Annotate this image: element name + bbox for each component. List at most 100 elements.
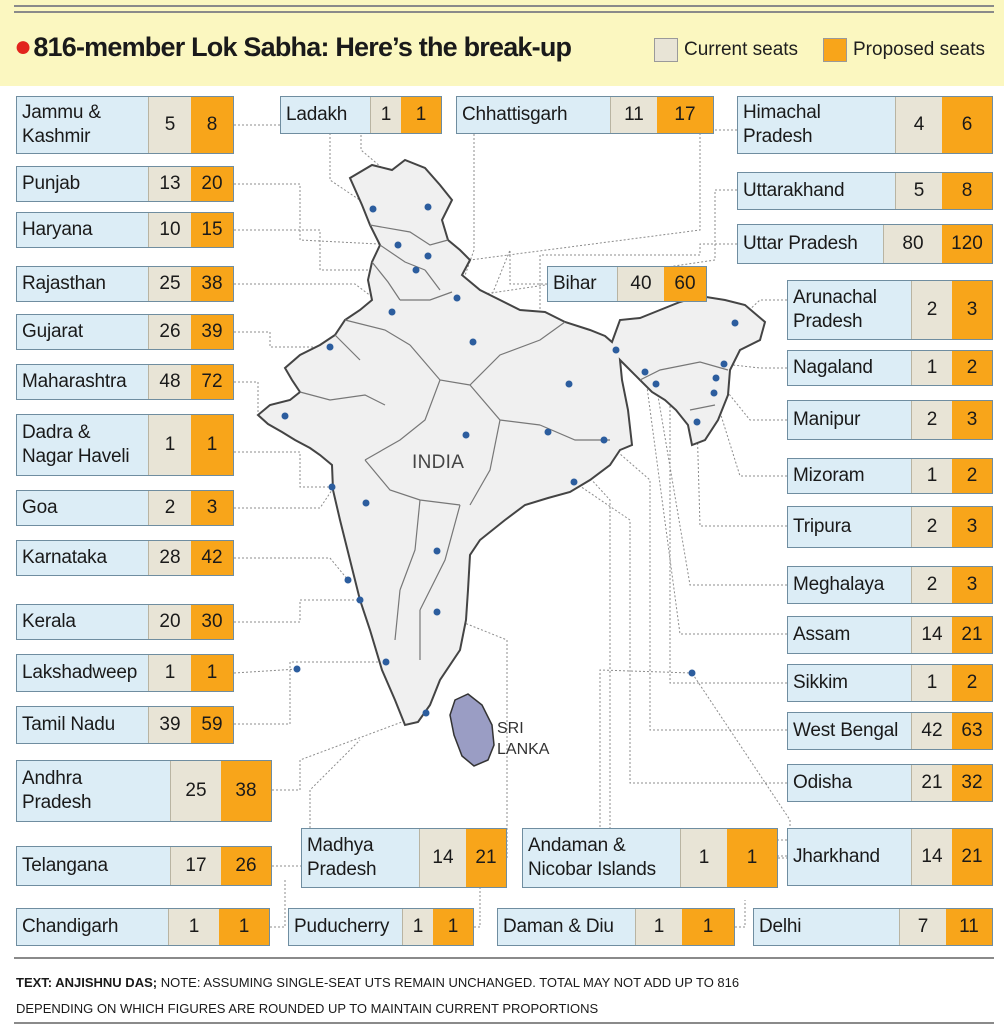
state-name: Chandigarh bbox=[17, 909, 168, 945]
state-name-text: Meghalaya bbox=[793, 574, 885, 595]
seat-box-puducherry: Puducherry 1 1 bbox=[288, 908, 474, 946]
state-name-text: Sikkim bbox=[793, 672, 848, 693]
state-name-text: Haryana bbox=[22, 219, 93, 240]
proposed-seats-value: 39 bbox=[191, 315, 233, 349]
current-seats-value: 42 bbox=[911, 713, 952, 749]
state-name: Ladakh bbox=[281, 97, 370, 133]
seat-box-arunachal-pradesh: Arunachal Pradesh 2 3 bbox=[787, 280, 993, 340]
state-name-text: Kerala bbox=[22, 611, 76, 632]
state-name-text: Puducherry bbox=[294, 916, 390, 937]
state-name-text: Telangana bbox=[22, 855, 108, 876]
current-seats-value: 14 bbox=[911, 617, 952, 653]
current-seats-value: 1 bbox=[148, 415, 191, 475]
leader-line bbox=[234, 183, 399, 246]
proposed-seats-value: 38 bbox=[221, 761, 271, 821]
state-name: Bihar bbox=[548, 267, 617, 301]
proposed-seats-value: 3 bbox=[952, 567, 992, 603]
state-name: West Bengal bbox=[788, 713, 911, 749]
state-name-text: Jharkhand bbox=[793, 846, 880, 867]
state-name: Tamil Nadu bbox=[17, 707, 148, 743]
proposed-seats-value: 1 bbox=[219, 909, 269, 945]
state-name: Manipur bbox=[788, 401, 911, 439]
current-seats-value: 4 bbox=[895, 97, 942, 153]
current-seats-value: 10 bbox=[148, 213, 191, 247]
current-seats-value: 1 bbox=[370, 97, 401, 133]
state-name: Nagaland bbox=[788, 351, 911, 385]
leader-line bbox=[272, 712, 427, 791]
state-name-text: Goa bbox=[22, 497, 58, 518]
proposed-seats-value: 21 bbox=[466, 829, 506, 887]
leader-line bbox=[234, 451, 332, 488]
current-seats-value: 1 bbox=[911, 459, 952, 493]
state-name: Delhi bbox=[754, 909, 899, 945]
state-name-text: Tripura bbox=[793, 516, 852, 537]
current-seats-value: 1 bbox=[911, 665, 952, 701]
state-name: Uttarakhand bbox=[738, 173, 895, 209]
header-rule-top bbox=[14, 5, 994, 7]
footer-note: TEXT: ANJISHNU DAS; NOTE: ASSUMING SINGL… bbox=[16, 970, 776, 1022]
seat-box-rajasthan: Rajasthan 25 38 bbox=[16, 266, 234, 302]
current-seats-value: 5 bbox=[148, 97, 191, 153]
state-name-text: Lakshadweep bbox=[22, 662, 138, 683]
seat-box-haryana: Haryana 10 15 bbox=[16, 212, 234, 248]
seat-box-himachal-pradesh: Himachal Pradesh 4 6 bbox=[737, 96, 993, 154]
state-name: Dadra & Nagar Haveli bbox=[17, 415, 148, 475]
leader-line bbox=[234, 557, 349, 581]
state-name-text: Andhra Pradesh bbox=[22, 768, 92, 813]
state-name: Karnataka bbox=[17, 541, 148, 575]
state-name: Meghalaya bbox=[788, 567, 911, 603]
state-name-text: West Bengal bbox=[793, 720, 899, 741]
state-name-text: Rajasthan bbox=[22, 273, 106, 294]
legend-proposed-swatch bbox=[823, 38, 847, 62]
state-name: Jammu & Kashmir bbox=[17, 97, 148, 153]
state-name-text: Mizoram bbox=[793, 465, 865, 486]
leader-line bbox=[270, 880, 286, 928]
seat-box-uttarakhand: Uttarakhand 5 8 bbox=[737, 172, 993, 210]
proposed-seats-value: 26 bbox=[221, 847, 271, 885]
state-name: Haryana bbox=[17, 213, 148, 247]
seat-box-andhra-pradesh: Andhra Pradesh 25 38 bbox=[16, 760, 272, 822]
sri-lanka-shape bbox=[449, 693, 495, 767]
leader-line bbox=[469, 129, 737, 261]
seat-box-delhi: Delhi 7 11 bbox=[753, 908, 993, 946]
state-name: Andaman & Nicobar Islands bbox=[523, 829, 680, 887]
current-seats-value: 1 bbox=[402, 909, 433, 945]
leader-line bbox=[735, 900, 746, 928]
leader-line bbox=[655, 383, 787, 586]
state-name-text: Jammu & Kashmir bbox=[22, 102, 101, 147]
current-seats-value: 11 bbox=[610, 97, 657, 133]
legend-current-label: Current seats bbox=[684, 39, 799, 60]
proposed-seats-value: 2 bbox=[952, 351, 992, 385]
state-borders bbox=[299, 224, 729, 660]
map-label-india: INDIA bbox=[412, 452, 465, 473]
seat-box-telangana: Telangana 17 26 bbox=[16, 846, 272, 886]
state-name: Uttar Pradesh bbox=[738, 225, 883, 263]
proposed-seats-value: 59 bbox=[191, 707, 233, 743]
leader-line bbox=[234, 661, 386, 725]
state-name-text: Delhi bbox=[759, 916, 802, 937]
current-seats-value: 28 bbox=[148, 541, 191, 575]
seat-box-uttar-pradesh: Uttar Pradesh 80 120 bbox=[737, 224, 993, 264]
proposed-seats-value: 21 bbox=[952, 617, 992, 653]
seat-box-chhattisgarh: Chhattisgarh 11 17 bbox=[456, 96, 714, 134]
sri-lanka-line-1: SRI bbox=[497, 720, 524, 737]
bullet-dot: ● bbox=[14, 30, 32, 63]
state-name: Telangana bbox=[17, 847, 170, 885]
seat-box-west-bengal: West Bengal 42 63 bbox=[787, 712, 993, 750]
state-name-text: Tamil Nadu bbox=[22, 714, 116, 735]
state-name: Tripura bbox=[788, 507, 911, 547]
proposed-seats-value: 11 bbox=[946, 909, 992, 945]
legend-current: Current seats bbox=[654, 38, 798, 62]
proposed-seats-value: 32 bbox=[952, 765, 992, 801]
leader-line bbox=[234, 489, 333, 509]
leader-line bbox=[234, 331, 330, 348]
proposed-seats-value: 3 bbox=[952, 401, 992, 439]
state-name-text: Assam bbox=[793, 624, 851, 645]
current-seats-value: 17 bbox=[170, 847, 221, 885]
seat-box-maharashtra: Maharashtra 48 72 bbox=[16, 364, 234, 400]
current-seats-value: 1 bbox=[911, 351, 952, 385]
legend-current-swatch bbox=[654, 38, 678, 62]
proposed-seats-value: 1 bbox=[401, 97, 441, 133]
current-seats-value: 39 bbox=[148, 707, 191, 743]
